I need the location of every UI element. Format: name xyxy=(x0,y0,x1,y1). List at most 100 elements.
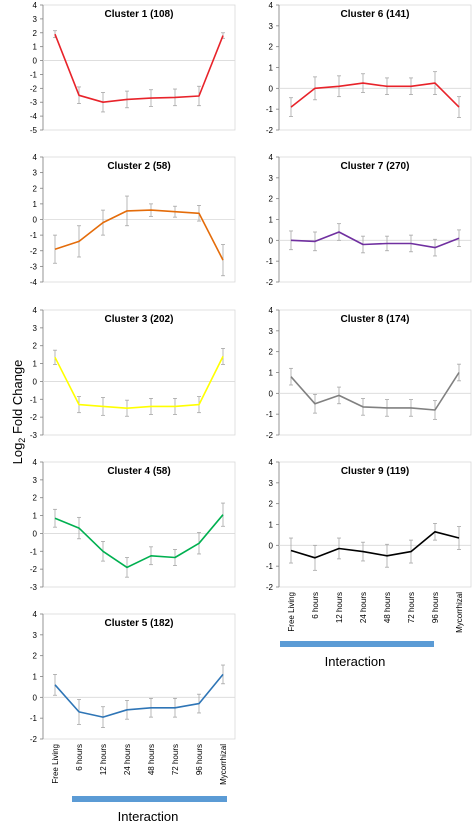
y-tick-label: 2 xyxy=(269,348,274,357)
y-tick-label: 1 xyxy=(33,673,38,682)
y-tick-label: 0 xyxy=(33,693,38,702)
y-tick-label: 2 xyxy=(33,342,38,351)
chart-panel: 4 3 2 1 0 -1 -2 Cluster 8 (174) xyxy=(266,306,472,440)
x-tick-label: Mycorrhizal xyxy=(455,592,464,633)
y-tick-label: 0 xyxy=(269,236,274,245)
chart-title: Cluster 3 (202) xyxy=(105,314,174,325)
x-tick-label: 48 hours xyxy=(147,744,156,775)
chart-panel: 4 3 2 1 0 -1 -2 Cluster 9 (119) Free Living 6 hou… xyxy=(266,458,472,633)
series-line xyxy=(54,209,224,261)
chart-title: Cluster 5 (182) xyxy=(105,618,174,629)
y-tick-label: -4 xyxy=(30,278,38,287)
y-tick-label: 1 xyxy=(33,360,38,369)
chart-title: Cluster 8 (174) xyxy=(341,314,410,325)
y-tick-label: -2 xyxy=(30,247,38,256)
chart-panel: 4 3 2 1 0 -1 -2 -3 Cluster 4 (58) xyxy=(30,458,236,592)
chart-panel: 4 3 2 1 0 -1 -2 Cluster 5 (182) Free Living 6 hou… xyxy=(30,610,236,785)
y-tick-label: -1 xyxy=(266,410,274,419)
x-tick-label: Free Living xyxy=(287,592,296,632)
y-tick-label: -5 xyxy=(30,126,38,135)
y-tick-label: 0 xyxy=(269,84,274,93)
y-tick-label: -1 xyxy=(30,714,38,723)
chart-title: Cluster 9 (119) xyxy=(341,466,409,477)
y-tick-label: 0 xyxy=(269,389,274,398)
y-tick-label: 0 xyxy=(33,377,38,386)
y-tick-label: -2 xyxy=(30,565,38,574)
y-tick-label: 3 xyxy=(269,174,274,183)
chart-panel: 4 3 2 1 0 -1 -2 -3 Cluster 3 (202) xyxy=(30,306,236,440)
y-tick-label: 4 xyxy=(269,153,274,162)
interaction-bar-right xyxy=(280,641,434,647)
y-tick-label: -3 xyxy=(30,98,38,107)
x-tick-label: 6 hours xyxy=(311,592,320,619)
y-tick-label: 2 xyxy=(33,29,38,38)
y-tick-label: -1 xyxy=(266,105,274,114)
plot-frame xyxy=(278,309,472,436)
x-tick-label: 24 hours xyxy=(359,592,368,623)
y-tick-label: -3 xyxy=(30,431,38,440)
x-tick-label: 12 hours xyxy=(99,744,108,775)
y-tick-label: 2 xyxy=(269,43,274,52)
y-tick-label: 1 xyxy=(33,512,38,521)
y-tick-label: -3 xyxy=(30,583,38,592)
plot-frame xyxy=(42,309,236,436)
y-tick-label: 4 xyxy=(33,306,38,315)
x-tick-label: 24 hours xyxy=(123,744,132,775)
y-tick-label: -1 xyxy=(30,70,38,79)
chart-title: Cluster 4 (58) xyxy=(107,466,170,477)
interaction-label-left: Interaction xyxy=(118,809,179,824)
interaction-label-right: Interaction xyxy=(325,654,386,669)
chart-panel: 4 3 2 1 0 -1 -2 Cluster 7 (270) xyxy=(266,153,472,287)
chart-title: Cluster 2 (58) xyxy=(107,161,170,172)
y-tick-label: 0 xyxy=(33,216,38,225)
y-tick-label: 4 xyxy=(33,153,38,162)
plot-frame xyxy=(278,461,472,588)
y-tick-label: 4 xyxy=(269,458,274,467)
series-line xyxy=(54,673,224,718)
series-line xyxy=(290,82,460,108)
y-tick-label: 2 xyxy=(269,500,274,509)
y-tick-label: -4 xyxy=(30,112,38,121)
y-tick-label: -1 xyxy=(30,395,38,404)
y-tick-label: 3 xyxy=(33,631,38,640)
y-tick-label: 3 xyxy=(269,22,274,31)
y-tick-label: -1 xyxy=(266,562,274,571)
y-tick-label: -2 xyxy=(30,413,38,422)
y-tick-label: 4 xyxy=(33,610,38,619)
y-tick-label: 4 xyxy=(33,1,38,10)
y-tick-label: 2 xyxy=(269,195,274,204)
y-tick-label: -2 xyxy=(266,431,274,440)
y-tick-label: 1 xyxy=(269,521,274,530)
plot-frame xyxy=(278,4,472,131)
chart-title: Cluster 1 (108) xyxy=(105,9,174,20)
y-tick-label: -2 xyxy=(266,126,274,135)
y-tick-label: 0 xyxy=(33,57,38,66)
x-tick-label: 72 hours xyxy=(171,744,180,775)
x-tick-label: 48 hours xyxy=(383,592,392,623)
interaction-bar-left xyxy=(72,796,227,802)
y-tick-label: -2 xyxy=(266,278,274,287)
y-tick-label: -1 xyxy=(266,257,274,266)
y-tick-label: 3 xyxy=(33,324,38,333)
x-tick-label: 96 hours xyxy=(195,744,204,775)
y-tick-label: 3 xyxy=(33,169,38,178)
y-tick-label: 1 xyxy=(269,369,274,378)
y-tick-label: -2 xyxy=(30,84,38,93)
x-tick-label: 72 hours xyxy=(407,592,416,623)
chart-title: Cluster 6 (141) xyxy=(341,9,410,20)
chart-panel: 4 3 2 1 0 -1 -2 Cluster 6 (141) xyxy=(266,1,472,135)
plot-frame xyxy=(278,156,472,283)
series-line xyxy=(290,231,460,249)
y-tick-label: -2 xyxy=(266,583,274,592)
y-tick-label: 4 xyxy=(269,306,274,315)
y-tick-label: 3 xyxy=(33,476,38,485)
y-tick-label: 0 xyxy=(33,529,38,538)
y-tick-label: 1 xyxy=(269,216,274,225)
y-tick-label: -1 xyxy=(30,547,38,556)
y-tick-label: -1 xyxy=(30,231,38,240)
y-tick-label: -2 xyxy=(30,735,38,744)
y-tick-label: 4 xyxy=(33,458,38,467)
x-tick-label: 12 hours xyxy=(335,592,344,623)
series-line xyxy=(54,33,224,103)
